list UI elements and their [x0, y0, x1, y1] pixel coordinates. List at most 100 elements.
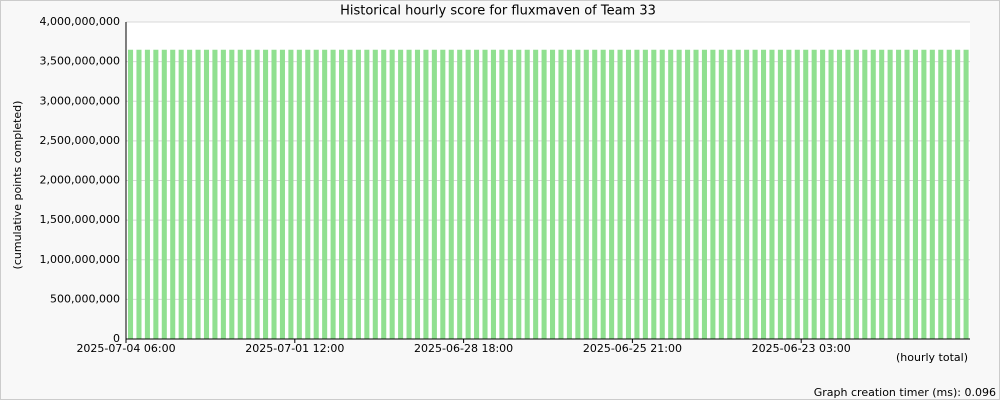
bar	[625, 49, 632, 340]
bar	[811, 49, 817, 340]
bar	[474, 49, 480, 340]
bar	[203, 49, 210, 340]
bar	[305, 49, 311, 340]
y-tick-label: 3,000,000,000	[40, 94, 120, 107]
bar	[617, 49, 623, 340]
bar	[761, 49, 767, 340]
x-tick-label: 2025-07-04 06:00	[76, 342, 175, 355]
bar	[128, 49, 134, 340]
bar	[136, 49, 142, 340]
bar	[355, 49, 361, 340]
note: Graph creation timer (ms): 0.096	[814, 386, 996, 399]
bar	[803, 49, 809, 340]
bar	[896, 49, 902, 340]
bar	[583, 49, 589, 340]
bar	[187, 49, 193, 340]
bar	[414, 49, 421, 340]
bar	[718, 49, 724, 340]
bar	[524, 49, 530, 340]
bar	[313, 49, 319, 340]
bar	[955, 49, 961, 340]
bar	[212, 49, 218, 340]
bar	[887, 49, 893, 340]
bar	[592, 49, 598, 340]
bar	[693, 49, 699, 340]
bar	[423, 49, 429, 340]
x-tick-label: 2025-06-25 21:00	[583, 342, 682, 355]
bar	[744, 49, 750, 340]
bar	[668, 49, 674, 340]
x-tick-label: 2025-07-01 12:00	[245, 342, 344, 355]
bar	[465, 49, 471, 340]
y-tick-label: 1,500,000,000	[40, 213, 120, 226]
x-axis-label: (hourly total)	[896, 351, 968, 364]
bar	[659, 49, 665, 340]
bar	[777, 49, 783, 340]
bar	[541, 49, 547, 340]
x-tick-label: 2025-06-23 03:00	[752, 342, 851, 355]
y-tick-label: 2,000,000,000	[40, 174, 120, 187]
bar	[963, 49, 969, 340]
bar	[879, 49, 885, 340]
bar	[516, 49, 522, 340]
bar	[144, 49, 150, 340]
bar	[634, 49, 640, 340]
bar	[651, 49, 657, 340]
x-tick-label: 2025-06-28 18:00	[414, 342, 513, 355]
bar	[195, 49, 201, 340]
bar	[786, 49, 792, 340]
bar	[507, 49, 513, 340]
bar	[440, 49, 446, 340]
bar	[845, 49, 851, 340]
bar	[220, 49, 226, 340]
chart-title: Historical hourly score for fluxmaven of…	[340, 4, 656, 19]
bar	[853, 49, 859, 340]
bar	[566, 49, 572, 340]
bar	[550, 49, 556, 340]
bar	[938, 49, 944, 340]
y-axis-label: (cumulative points completed)	[11, 101, 24, 270]
bar	[752, 49, 758, 340]
bar	[229, 49, 235, 340]
bar	[389, 49, 395, 340]
bar	[685, 49, 691, 340]
bar	[263, 49, 269, 340]
bar	[161, 49, 167, 340]
bar	[575, 49, 581, 340]
y-tick-label: 4,000,000,000	[40, 15, 120, 28]
bar	[676, 49, 682, 340]
bar	[769, 49, 775, 340]
bar	[406, 49, 412, 340]
bar	[862, 49, 868, 340]
bar	[490, 49, 496, 340]
y-tick-label: 3,500,000,000	[40, 55, 120, 68]
bar	[237, 49, 243, 340]
bar	[398, 49, 404, 340]
bar	[921, 49, 927, 340]
y-tick-label: 0	[113, 332, 120, 345]
bar	[820, 49, 826, 340]
bar	[153, 49, 159, 340]
bar	[279, 49, 285, 340]
y-tick-label: 1,000,000,000	[40, 253, 120, 266]
bar	[600, 49, 606, 340]
bar	[836, 49, 843, 340]
bar	[271, 49, 277, 340]
bar	[457, 49, 463, 340]
bar	[431, 49, 437, 340]
bar	[364, 49, 370, 340]
bar	[642, 49, 648, 340]
y-tick-label: 2,500,000,000	[40, 134, 120, 147]
bar	[727, 49, 733, 340]
bar	[296, 49, 302, 340]
bar	[246, 49, 252, 340]
bar	[558, 49, 564, 340]
bar	[254, 49, 260, 340]
bar	[533, 49, 539, 340]
bar	[946, 49, 952, 340]
bar	[904, 49, 910, 340]
bar	[701, 49, 707, 340]
bar	[609, 49, 615, 340]
bar	[347, 49, 353, 340]
